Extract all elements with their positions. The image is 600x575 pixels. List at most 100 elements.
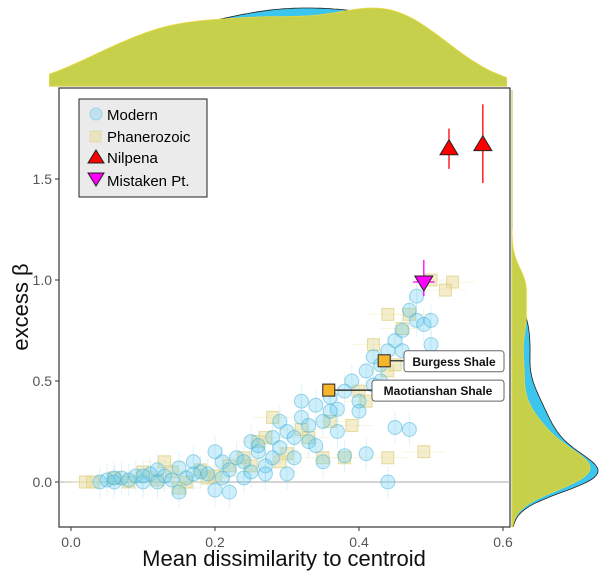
modern-point [279, 466, 295, 482]
modern-point [99, 472, 115, 488]
modern-point [243, 464, 259, 480]
modern-point [286, 450, 302, 466]
modern-point [358, 363, 374, 379]
modern-point [257, 458, 273, 474]
modern-point [337, 448, 353, 464]
phanerozoic-point [352, 384, 366, 398]
modern-point [301, 434, 317, 450]
modern-point [207, 444, 223, 460]
modern-point [380, 474, 396, 490]
annotation-label: Burgess Shale [412, 355, 496, 369]
phanerozoic-point [136, 465, 150, 479]
phanerozoic-point [359, 394, 373, 408]
modern-point [171, 460, 187, 476]
modern-point [423, 337, 439, 353]
legend-label: Nilpena [107, 150, 159, 167]
modern-point [214, 470, 230, 486]
legend-key-phanerozoic [89, 130, 102, 143]
annotation-box [403, 350, 505, 373]
y-tick-label: 1.5 [33, 171, 53, 187]
legend-key-nilpena [87, 149, 105, 164]
phanerozoic-point [122, 475, 136, 489]
modern-point [409, 312, 425, 328]
modern-point [171, 484, 187, 500]
phanerozoic-point [366, 338, 380, 352]
legend-label: Modern [107, 107, 158, 124]
highlight-point [377, 354, 391, 368]
x-tick-label: 0.0 [61, 534, 81, 550]
phanerozoic-point [158, 455, 172, 469]
modern-point [106, 470, 122, 486]
modern-point [257, 466, 273, 482]
legend-key-mistaken [87, 172, 105, 187]
modern-point [221, 462, 237, 478]
phanerozoic-point [179, 475, 193, 489]
modern-point [308, 397, 324, 413]
modern-point [243, 434, 259, 450]
modern-point [401, 421, 417, 437]
y-tick-label: 1.0 [33, 272, 53, 288]
modern-point [337, 383, 353, 399]
modern-point [315, 454, 331, 470]
modern-point [329, 424, 345, 439]
phanerozoic-point [395, 321, 409, 335]
modern-point [358, 446, 374, 462]
modern-point [135, 474, 151, 490]
x-tick-label: 0.4 [349, 534, 369, 550]
modern-point [207, 482, 223, 498]
modern-point [149, 462, 165, 478]
modern-point [315, 413, 331, 429]
phanerozoic-point [338, 451, 352, 465]
modern-point [409, 288, 425, 304]
modern-point [394, 323, 410, 338]
phanerozoic-point [273, 455, 287, 469]
modern-point [106, 474, 122, 490]
modern-point [164, 472, 180, 488]
modern-point [128, 468, 144, 484]
phanerozoic-point [266, 410, 280, 424]
legend-label: Mistaken Pt. [107, 173, 190, 190]
modern-point [229, 450, 245, 466]
modern-point [322, 403, 338, 419]
modern-point [214, 454, 230, 470]
modern-point [221, 484, 237, 500]
x-axis-label: Mean dissimilarity to centroid [142, 546, 426, 571]
modern-point [250, 444, 266, 460]
density-phanerozoic-x [49, 7, 507, 87]
modern-point [293, 393, 309, 409]
x-tick-label: 0.6 [493, 534, 513, 550]
modern-point [344, 373, 360, 389]
nilpena-point [472, 134, 493, 152]
modern-point [272, 440, 288, 456]
phanerozoic-point [316, 451, 330, 465]
modern-point [121, 472, 137, 488]
phanerozoic-point [201, 471, 215, 485]
modern-point [135, 468, 151, 484]
modern-point [286, 430, 302, 446]
modern-point [293, 409, 309, 425]
phanerozoic-point [438, 283, 452, 297]
legend-label: Phanerozoic [107, 129, 191, 146]
modern-point [200, 466, 216, 482]
modern-point [185, 466, 201, 482]
modern-point [157, 468, 173, 484]
modern-point [265, 450, 281, 466]
phanerozoic-point [402, 307, 416, 321]
phanerozoic-point [86, 475, 100, 489]
modern-point [351, 403, 367, 419]
modern-point [423, 312, 439, 328]
modern-point [272, 413, 288, 429]
phanerozoic-point [381, 451, 395, 465]
modern-point [185, 454, 201, 470]
phanerozoic-point [345, 418, 359, 432]
density-phanerozoic-y [511, 90, 591, 527]
modern-point [236, 454, 252, 470]
phanerozoic-point [107, 471, 121, 485]
modern-point [279, 424, 295, 439]
modern-point [387, 419, 403, 435]
y-tick-label: 0.5 [33, 373, 53, 389]
phanerozoic-point [258, 431, 272, 445]
modern-point [416, 316, 432, 332]
modern-point [113, 470, 129, 486]
